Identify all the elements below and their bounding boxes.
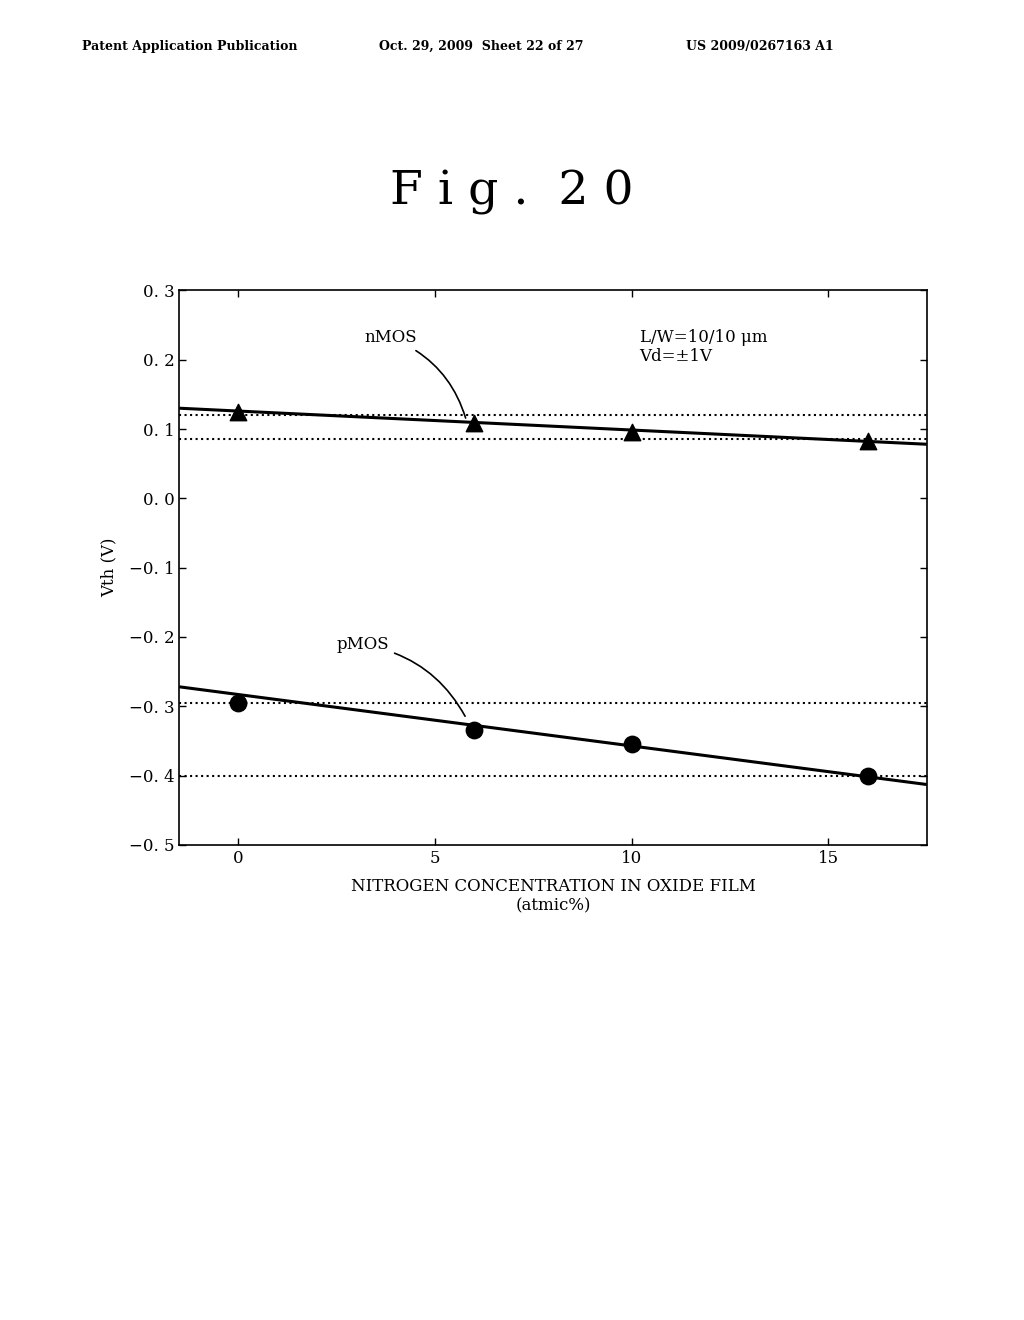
Text: pMOS: pMOS — [337, 636, 465, 717]
Point — [624, 422, 640, 444]
Y-axis label: Vth (V): Vth (V) — [100, 537, 118, 598]
Text: F i g .  2 0: F i g . 2 0 — [390, 170, 634, 215]
Point — [230, 692, 247, 713]
Point — [624, 734, 640, 755]
Text: L/W=10/10 μm
Vd=±1V: L/W=10/10 μm Vd=±1V — [640, 329, 767, 366]
Point — [466, 719, 482, 741]
Text: Patent Application Publication: Patent Application Publication — [82, 40, 297, 53]
Point — [230, 401, 247, 422]
Text: Oct. 29, 2009  Sheet 22 of 27: Oct. 29, 2009 Sheet 22 of 27 — [379, 40, 584, 53]
Point — [859, 766, 876, 787]
Text: US 2009/0267163 A1: US 2009/0267163 A1 — [686, 40, 834, 53]
Point — [859, 430, 876, 451]
Point — [466, 413, 482, 434]
Text: nMOS: nMOS — [365, 330, 466, 418]
X-axis label: NITROGEN CONCENTRATION IN OXIDE FILM
(atmic%): NITROGEN CONCENTRATION IN OXIDE FILM (at… — [350, 878, 756, 915]
